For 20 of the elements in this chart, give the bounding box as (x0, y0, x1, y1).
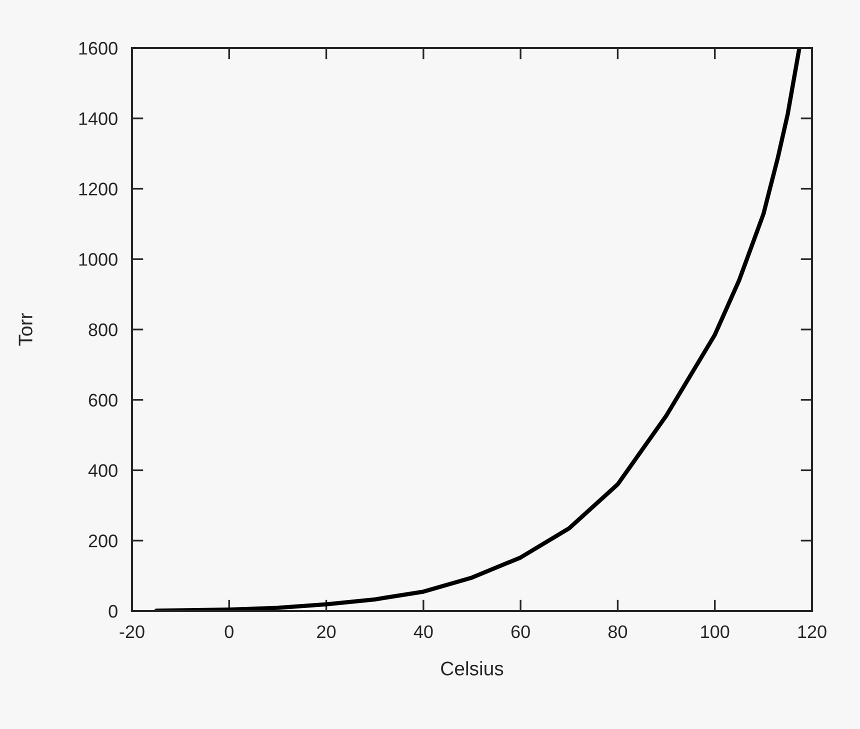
x-tick-label: -20 (120, 625, 144, 638)
x-tick-label: 20 (317, 625, 336, 638)
y-tick-label: 0 (108, 604, 118, 618)
x-tick-label: 60 (511, 625, 530, 638)
y-tick-label: 1400 (79, 112, 118, 126)
x-tick-label: 40 (414, 625, 433, 638)
line-series (154, 48, 802, 611)
x-tick-label: 100 (701, 625, 730, 638)
y-tick-label: 600 (88, 394, 118, 407)
x-tick-label: 120 (798, 625, 826, 638)
y-tick-label: 400 (88, 464, 118, 477)
y-tick-label: 200 (88, 534, 118, 548)
x-axis-title: Celsius (441, 661, 504, 676)
y-tick-label: 1200 (79, 182, 118, 196)
x-tick-label: 80 (608, 625, 628, 638)
y-axis-title: Torr (18, 313, 32, 346)
y-tick-label: 800 (88, 323, 118, 336)
y-tick-label: 1600 (79, 42, 118, 55)
x-tick-label: 0 (224, 625, 234, 638)
y-tick-label: 1000 (79, 253, 118, 266)
